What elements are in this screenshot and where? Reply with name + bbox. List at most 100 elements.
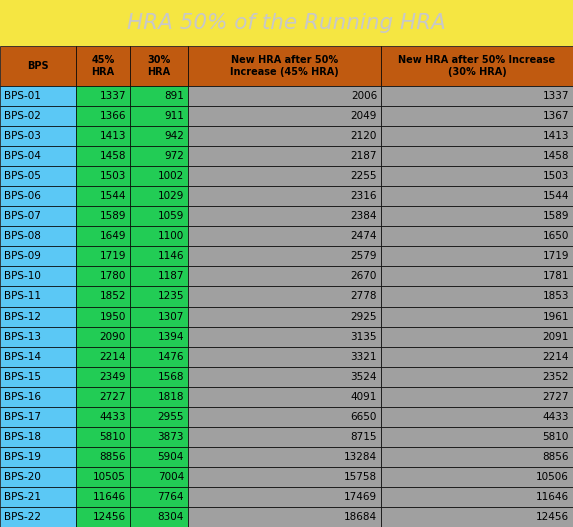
Bar [0, 487, 76, 507]
Text: 1100: 1100 [158, 231, 184, 241]
Bar [76, 267, 130, 287]
Bar [0, 166, 76, 186]
Text: 1781: 1781 [543, 271, 569, 281]
Text: 5904: 5904 [158, 452, 184, 462]
Text: 10505: 10505 [93, 472, 126, 482]
Bar [76, 86, 130, 106]
Bar [381, 246, 573, 267]
Bar [188, 46, 381, 86]
Bar [381, 387, 573, 407]
Bar [188, 166, 381, 186]
Text: 1002: 1002 [158, 171, 184, 181]
Text: 1589: 1589 [100, 211, 126, 221]
Text: 1307: 1307 [158, 311, 184, 321]
Bar [188, 186, 381, 206]
Text: 1719: 1719 [100, 251, 126, 261]
Text: BPS: BPS [27, 61, 49, 71]
Bar [130, 427, 188, 447]
Text: 1852: 1852 [100, 291, 126, 301]
Text: 3135: 3135 [351, 331, 377, 341]
Bar [381, 287, 573, 307]
Bar [188, 327, 381, 347]
Bar [130, 407, 188, 427]
Bar [381, 347, 573, 367]
Bar [188, 246, 381, 267]
Text: HRA 50% of the Running HRA: HRA 50% of the Running HRA [127, 13, 446, 33]
Text: BPS-21: BPS-21 [4, 492, 41, 502]
Text: 7764: 7764 [158, 492, 184, 502]
Text: BPS-06: BPS-06 [4, 191, 41, 201]
Text: 1818: 1818 [158, 392, 184, 402]
Bar [188, 347, 381, 367]
Bar [381, 267, 573, 287]
Bar [76, 427, 130, 447]
Text: New HRA after 50% Increase
(30% HRA): New HRA after 50% Increase (30% HRA) [398, 55, 556, 77]
Text: 2214: 2214 [543, 352, 569, 362]
Bar [188, 206, 381, 226]
Text: 30%
HRA: 30% HRA [147, 55, 171, 77]
Bar [0, 186, 76, 206]
Text: 1650: 1650 [543, 231, 569, 241]
Bar [0, 46, 76, 86]
Text: BPS-18: BPS-18 [4, 432, 41, 442]
Text: 2474: 2474 [351, 231, 377, 241]
Bar [188, 86, 381, 106]
Text: 4091: 4091 [351, 392, 377, 402]
Bar [0, 427, 76, 447]
Text: 8715: 8715 [351, 432, 377, 442]
Text: 12456: 12456 [536, 512, 569, 522]
Text: 17469: 17469 [344, 492, 377, 502]
Text: 1544: 1544 [543, 191, 569, 201]
Text: 4433: 4433 [543, 412, 569, 422]
Bar [130, 327, 188, 347]
Bar [76, 226, 130, 246]
Bar [0, 507, 76, 527]
Text: 13284: 13284 [344, 452, 377, 462]
Text: 2925: 2925 [351, 311, 377, 321]
Text: BPS-19: BPS-19 [4, 452, 41, 462]
Bar [0, 387, 76, 407]
Bar [76, 246, 130, 267]
Bar [188, 447, 381, 467]
Text: 1458: 1458 [100, 151, 126, 161]
Text: BPS-07: BPS-07 [4, 211, 41, 221]
Bar [76, 186, 130, 206]
Text: 2349: 2349 [100, 372, 126, 382]
Text: 3873: 3873 [158, 432, 184, 442]
Bar [0, 146, 76, 166]
Bar [381, 206, 573, 226]
Text: 2955: 2955 [158, 412, 184, 422]
Bar [381, 307, 573, 327]
Bar [381, 487, 573, 507]
Bar [130, 447, 188, 467]
Text: BPS-01: BPS-01 [4, 91, 41, 101]
Bar [188, 287, 381, 307]
Text: 1235: 1235 [158, 291, 184, 301]
Bar [130, 246, 188, 267]
Bar [0, 206, 76, 226]
Bar [0, 86, 76, 106]
Bar [381, 146, 573, 166]
Bar [188, 106, 381, 126]
Text: 2187: 2187 [351, 151, 377, 161]
Bar [381, 166, 573, 186]
Text: BPS-15: BPS-15 [4, 372, 41, 382]
Bar [76, 327, 130, 347]
Text: 45%
HRA: 45% HRA [91, 55, 115, 77]
Text: 11646: 11646 [536, 492, 569, 502]
Bar [381, 106, 573, 126]
Bar [381, 367, 573, 387]
Text: 1853: 1853 [543, 291, 569, 301]
Bar [76, 347, 130, 367]
Text: 1961: 1961 [543, 311, 569, 321]
Text: 1568: 1568 [158, 372, 184, 382]
Bar [76, 287, 130, 307]
Bar [76, 387, 130, 407]
Text: BPS-14: BPS-14 [4, 352, 41, 362]
Bar [76, 447, 130, 467]
Text: 1394: 1394 [158, 331, 184, 341]
Bar [0, 307, 76, 327]
Text: 5810: 5810 [543, 432, 569, 442]
Text: 5810: 5810 [100, 432, 126, 442]
Text: 891: 891 [164, 91, 184, 101]
